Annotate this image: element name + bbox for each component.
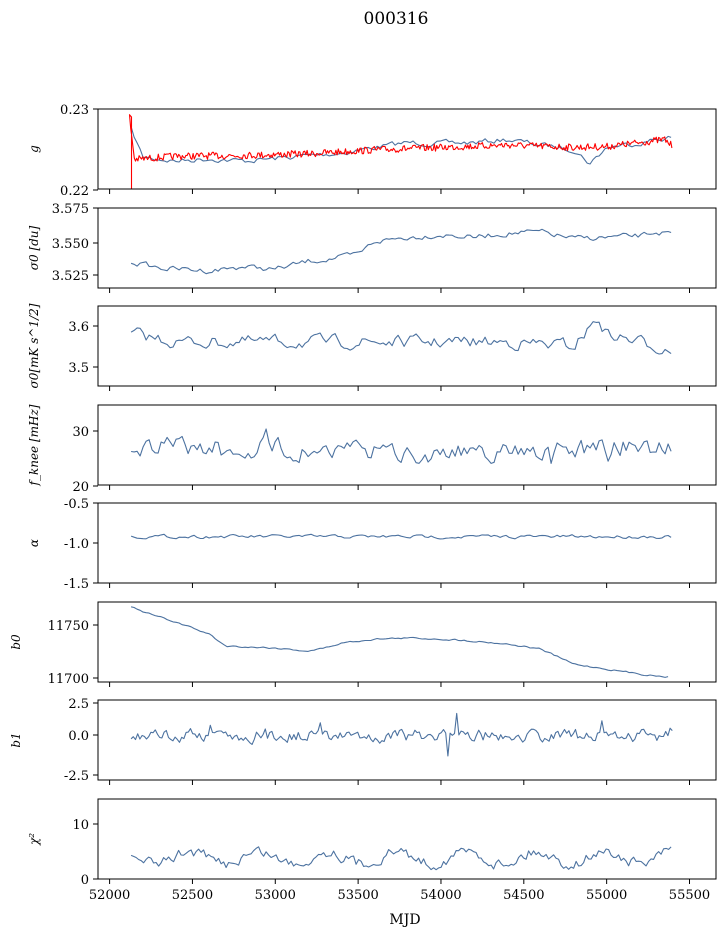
- y-axis-label: χ²: [27, 833, 41, 846]
- series-line: [131, 428, 672, 464]
- figure-title: 000316: [364, 9, 429, 29]
- y-tick-label: 3.550: [52, 237, 89, 252]
- y-tick-label: 3.575: [52, 202, 89, 217]
- series-line: [130, 126, 672, 165]
- panels: 0.22 0.23 g 3.525 3.550 3.575 σ0 [du] 3.5 3.6 σ0[…: [9, 103, 717, 903]
- x-tick-label: 53000: [255, 888, 296, 903]
- panel-5: -1.5 -1.0 -0.5 α: [27, 497, 717, 592]
- y-tick-label: 0.23: [60, 103, 89, 118]
- panel-frame: [97, 699, 717, 781]
- panel-frame: [97, 108, 717, 190]
- panel-7: -2.5 0.0 2.5 b1: [9, 697, 717, 785]
- y-tick-label: 3.525: [52, 269, 89, 284]
- panel-frame: [97, 601, 717, 683]
- x-tick-label: 55500: [669, 888, 710, 903]
- series-line: [130, 321, 672, 355]
- series-line: [130, 228, 672, 275]
- panel-3: 3.5 3.6 σ0[mK s^1/2]: [27, 303, 717, 391]
- x-tick-label: 54000: [420, 888, 461, 903]
- y-axis-label: f_knee [mHz]: [27, 404, 41, 486]
- panel-frame: [97, 502, 717, 584]
- panel-2: 3.525 3.550 3.575 σ0 [du]: [27, 202, 717, 293]
- y-axis-label: b1: [9, 732, 23, 747]
- y-tick-label: -2.5: [64, 769, 89, 784]
- y-tick-label: 11750: [48, 619, 89, 634]
- y-tick-label: 2.5: [68, 697, 89, 712]
- panel-frame: [97, 305, 717, 387]
- x-tick-label: 55000: [586, 888, 627, 903]
- y-tick-label: 10: [72, 818, 89, 833]
- y-tick-label: 20: [72, 480, 89, 495]
- y-tick-label: -1.5: [64, 577, 89, 592]
- panel-frame: [97, 798, 717, 880]
- series-line: [130, 712, 673, 757]
- y-tick-label: 0.22: [60, 184, 89, 199]
- x-tick-label: 52500: [172, 888, 213, 903]
- y-tick-label: 3.5: [68, 361, 89, 376]
- y-tick-label: 11700: [48, 672, 89, 687]
- panel-4: 20 30 f_knee [mHz]: [27, 404, 717, 495]
- y-axis-label: α: [27, 539, 41, 547]
- panel-1: 0.22 0.23 g: [27, 103, 717, 199]
- series-fit-line: [128, 114, 673, 189]
- y-tick-label: 30: [72, 425, 89, 440]
- series-line: [130, 533, 672, 540]
- x-tick-label: 54500: [503, 888, 544, 903]
- y-tick-label: 0: [81, 873, 89, 888]
- y-axis-label: b0: [9, 634, 23, 650]
- y-axis-label: σ0[mK s^1/2]: [27, 303, 41, 388]
- panel-frame: [97, 207, 717, 289]
- series-line: [130, 846, 672, 871]
- y-tick-label: 3.6: [68, 320, 89, 335]
- panel-6: 11700 11750 b0: [9, 601, 717, 687]
- x-tick-label: 52000: [89, 888, 130, 903]
- series-line: [130, 606, 669, 678]
- y-tick-label: 0.0: [68, 729, 89, 744]
- y-axis-label: g: [27, 145, 41, 153]
- y-tick-label: -1.0: [64, 537, 89, 552]
- y-axis-label: σ0 [du]: [27, 225, 41, 270]
- x-axis-label: MJD: [389, 912, 420, 928]
- x-tick-label: 53500: [337, 888, 378, 903]
- panel-frame: [97, 404, 717, 486]
- y-tick-label: -0.5: [64, 497, 89, 512]
- panel-8: 0 10 χ²: [27, 798, 717, 888]
